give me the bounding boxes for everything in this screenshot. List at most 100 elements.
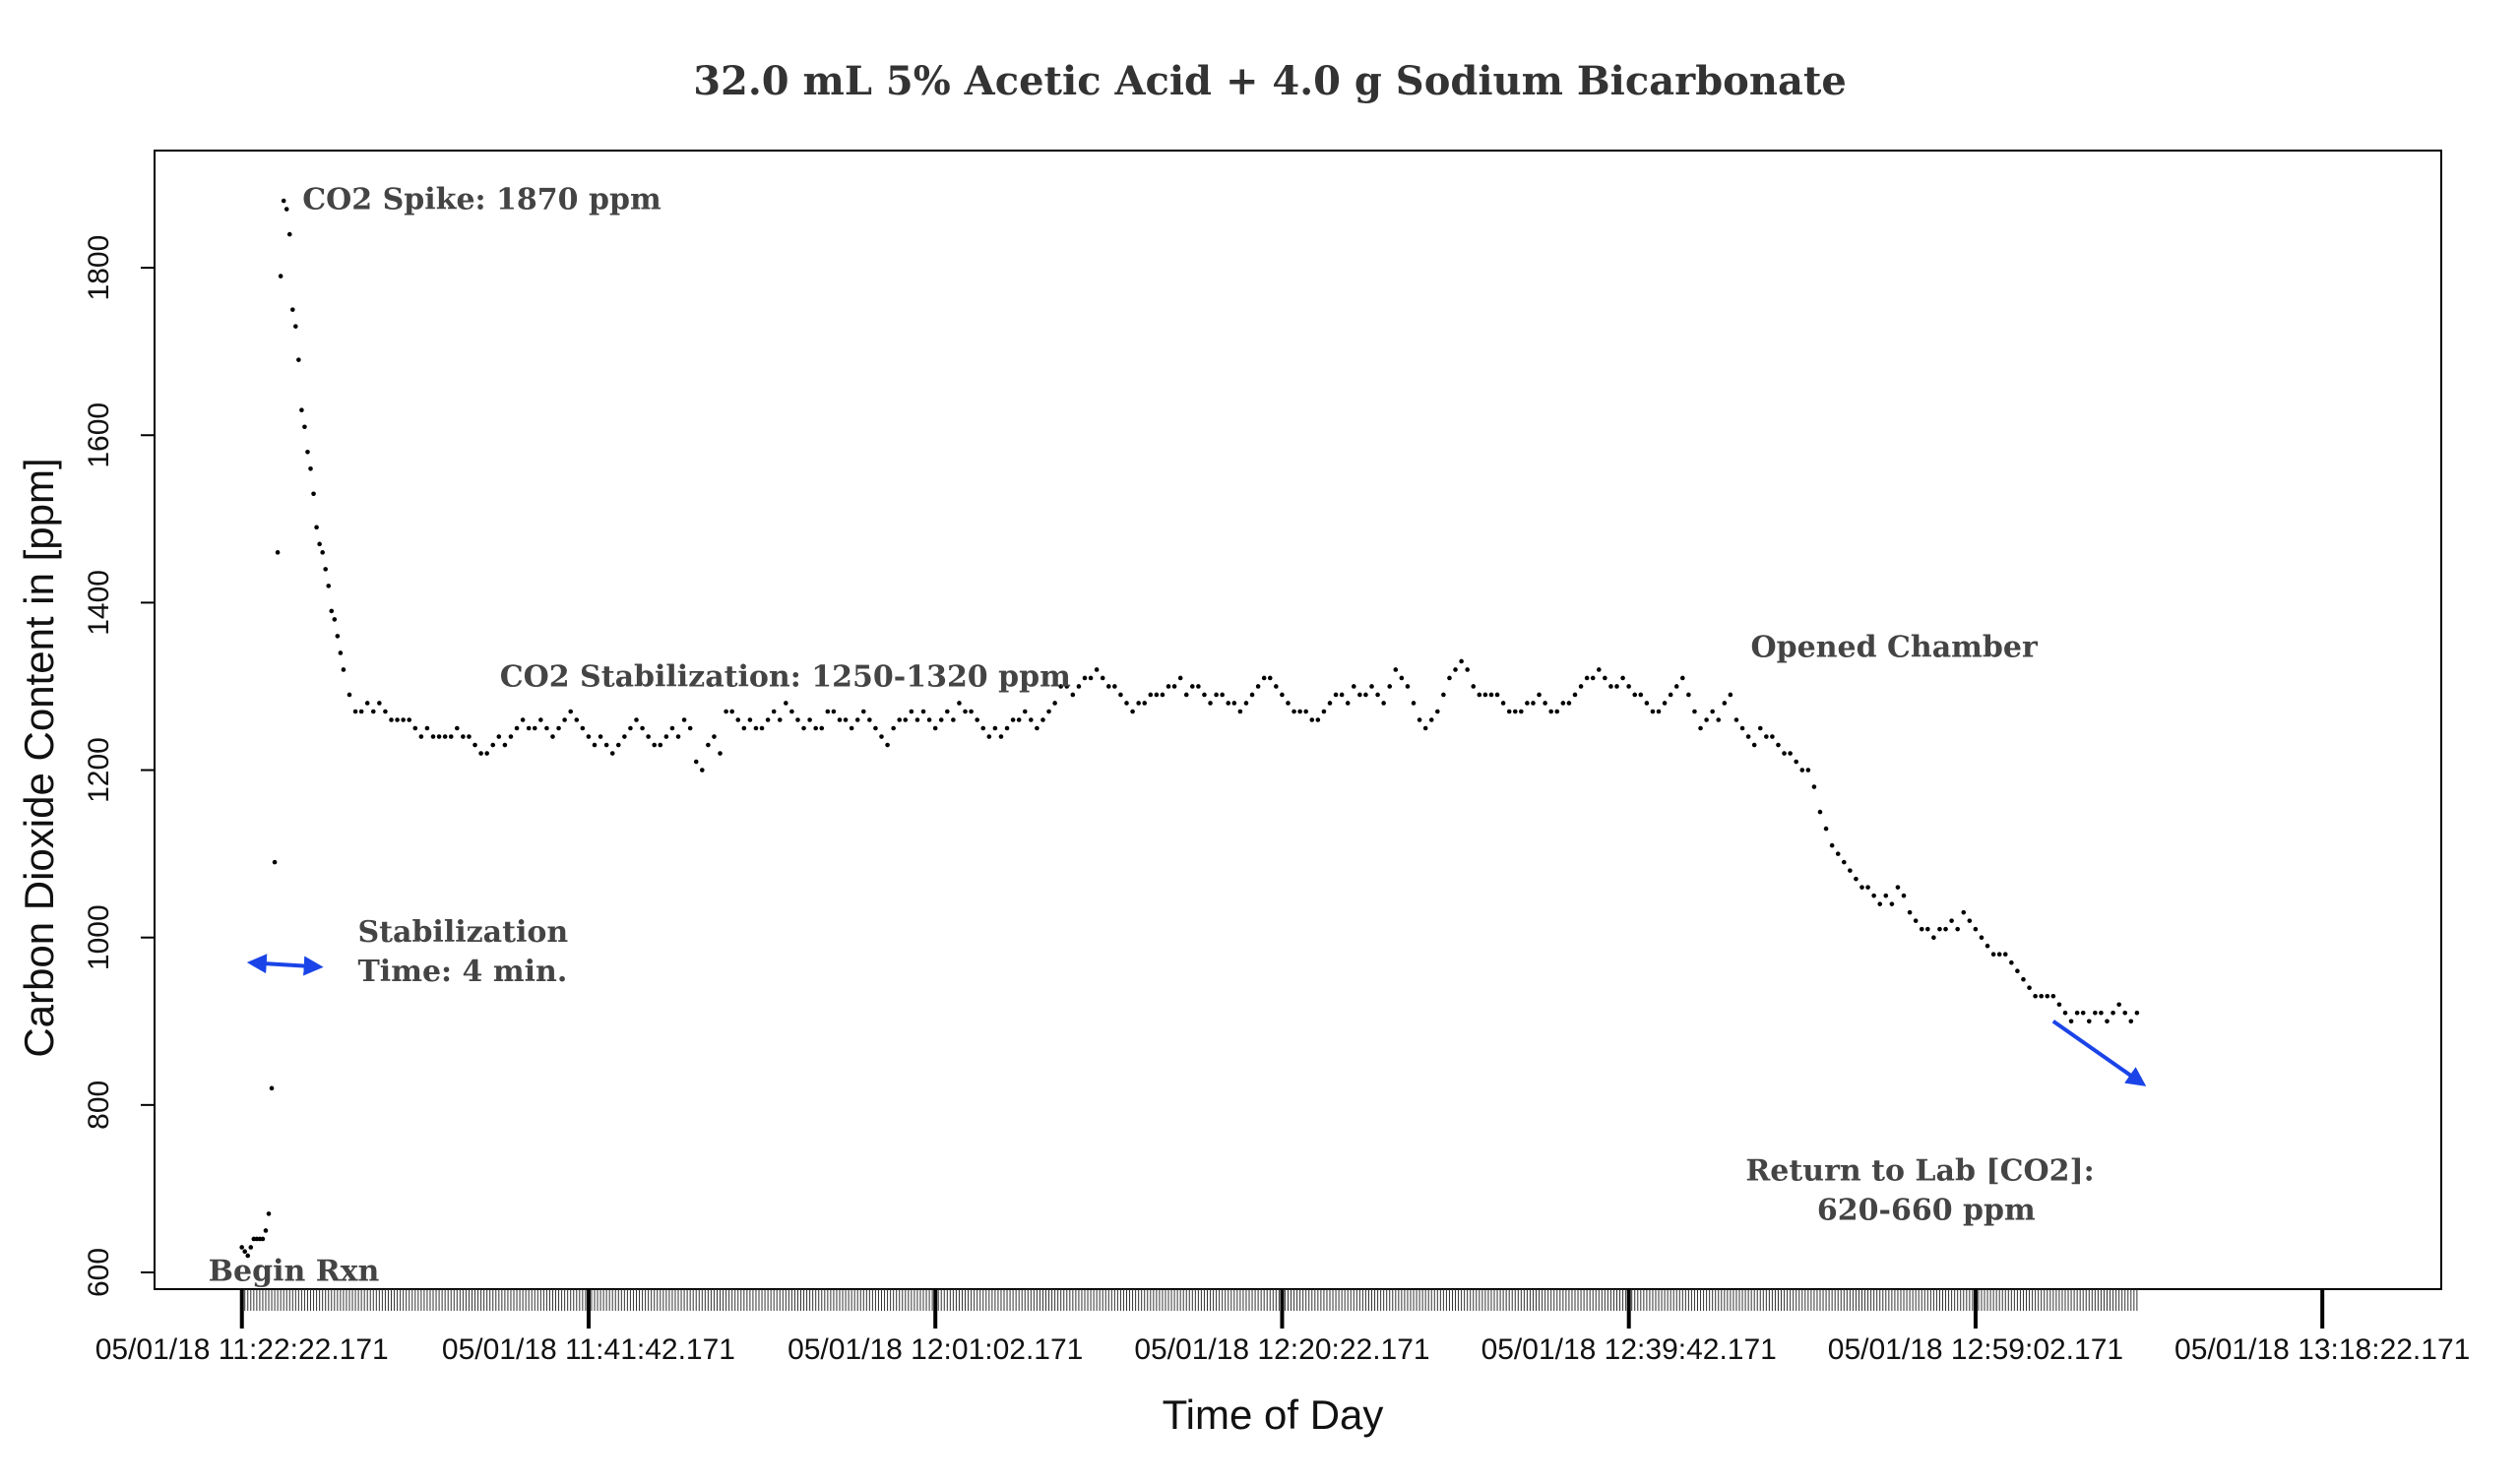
data-point: [1202, 692, 1207, 698]
data-point: [1058, 684, 1063, 689]
data-point: [1494, 692, 1500, 698]
data-point: [1105, 684, 1111, 689]
x-axis-label: Time of Day: [1163, 1391, 1384, 1438]
data-point: [1506, 709, 1512, 714]
annotation-line: CO2 Spike: 1870 ppm: [302, 183, 662, 217]
data-point: [308, 465, 313, 471]
data-point: [1321, 709, 1327, 714]
data-point: [1094, 667, 1100, 672]
data-point: [2039, 993, 2045, 999]
data-point: [1082, 675, 1088, 681]
data-point: [897, 717, 903, 722]
data-point: [1548, 709, 1553, 714]
data-point: [2105, 1019, 2110, 1024]
annotation-line: Return to Lab [CO2]:: [1745, 1153, 2094, 1188]
annotation-line: 620-660 ppm: [1817, 1193, 2036, 1227]
data-point: [1471, 684, 1477, 689]
data-point: [1052, 701, 1057, 706]
data-point: [718, 751, 723, 756]
data-point: [272, 859, 278, 865]
data-point: [938, 717, 944, 722]
data-point: [1638, 692, 1644, 698]
data-point: [430, 734, 436, 739]
data-point: [1668, 692, 1673, 698]
data-point: [293, 324, 298, 329]
data-point: [1231, 701, 1237, 706]
data-point: [484, 751, 489, 756]
data-point: [628, 725, 633, 731]
data-point: [326, 584, 332, 588]
data-point: [1339, 692, 1345, 698]
data-point: [514, 725, 520, 731]
data-point: [1422, 725, 1428, 731]
data-point: [1739, 725, 1745, 731]
data-point: [395, 717, 400, 722]
data-point: [1937, 926, 1942, 932]
data-point: [663, 734, 669, 739]
data-point: [574, 717, 580, 722]
data-point: [352, 709, 358, 714]
data-point: [2110, 1010, 2115, 1016]
data-point: [508, 734, 514, 739]
data-point: [296, 357, 301, 362]
data-point: [969, 709, 974, 714]
data-point: [975, 717, 979, 722]
data-point: [242, 1249, 248, 1255]
data-point: [263, 1228, 269, 1233]
data-point: [1644, 701, 1650, 706]
data-point: [980, 725, 986, 731]
data-point: [1614, 684, 1619, 689]
data-point: [1835, 851, 1841, 856]
data-point: [1895, 885, 1901, 890]
data-point: [332, 617, 338, 622]
data-point: [867, 717, 872, 722]
data-point: [1160, 692, 1166, 698]
data-point: [1662, 701, 1668, 706]
y-tick-label: 1400: [83, 570, 115, 636]
annotations: Begin Rxn CO2 Spike: 1870 ppm CO2 Stabiliz…: [209, 183, 2095, 1289]
data-point: [813, 725, 818, 731]
y-tick-label: 1800: [83, 235, 115, 301]
data-point: [1500, 701, 1506, 706]
data-point: [1357, 692, 1362, 698]
data-point: [2068, 1019, 2074, 1024]
data-point: [1393, 667, 1399, 672]
data-point: [1865, 885, 1870, 890]
y-tick-label: 600: [83, 1248, 115, 1297]
data-point: [550, 734, 555, 739]
data-point: [2002, 952, 2008, 958]
data-point: [1309, 717, 1315, 722]
data-point: [1286, 701, 1291, 706]
data-point: [538, 717, 543, 722]
data-point: [2009, 959, 2014, 965]
data-point: [448, 734, 454, 739]
x-tick-label: 05/01/18 12:01:02.171: [788, 1333, 1083, 1366]
data-point: [1745, 734, 1751, 739]
data-point: [1076, 684, 1082, 689]
data-point: [1183, 692, 1189, 698]
data-point: [302, 424, 307, 430]
data-point: [248, 1245, 254, 1250]
annotation-return: Return to Lab [CO2]: 620-660 ppm: [1745, 1153, 2094, 1227]
data-point: [795, 717, 800, 722]
data-point: [1375, 692, 1380, 698]
data-point: [1136, 701, 1141, 706]
data-point: [568, 709, 573, 714]
data-point: [1823, 826, 1829, 832]
data-point: [1854, 876, 1858, 882]
data-point: [1751, 742, 1757, 748]
data-point: [831, 709, 837, 714]
data-point: [801, 725, 806, 731]
data-point: [286, 231, 292, 237]
annotation-stab-time: Stabilization Time: 4 min.: [357, 915, 568, 989]
data-point: [1805, 768, 1811, 773]
data-point: [909, 709, 914, 714]
data-point: [1692, 709, 1697, 714]
x-axis: 05/01/18 11:22:22.171 05/01/18 11:41:42.1…: [95, 1288, 2470, 1366]
data-point: [693, 759, 699, 765]
data-point: [1590, 675, 1596, 681]
data-point: [825, 709, 831, 714]
data-point: [1949, 918, 1954, 923]
data-point: [1698, 725, 1703, 731]
data-point: [412, 725, 418, 731]
